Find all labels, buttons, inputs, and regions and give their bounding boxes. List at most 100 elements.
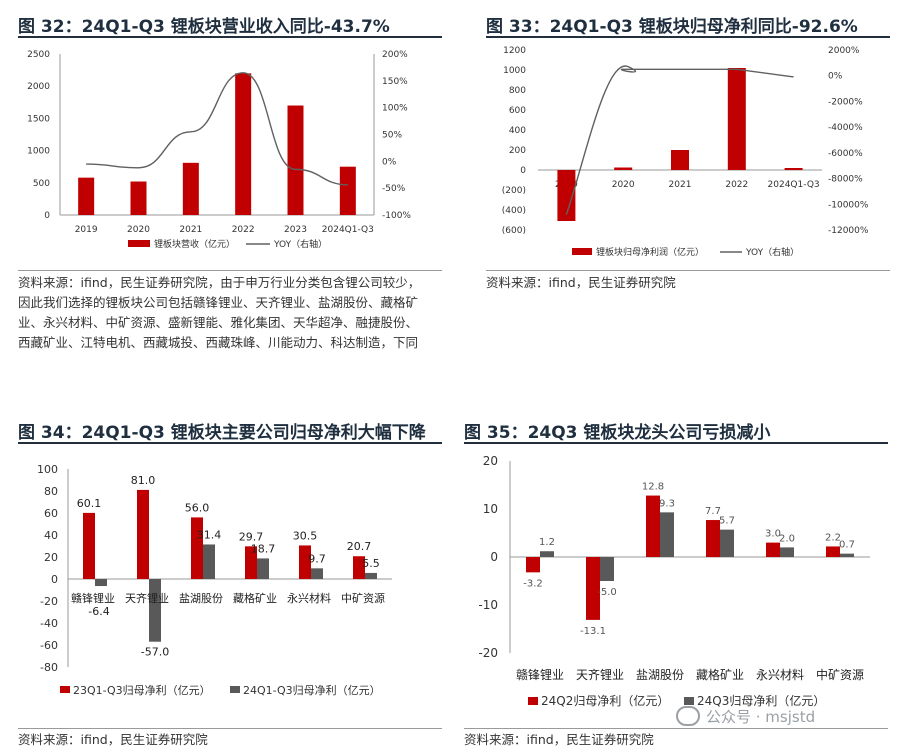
chart32-source: 资料来源：ifind，民生证券研究院，由于申万行业分类包含锂公司较少， 因此我们… [18, 273, 448, 353]
chart35-legend-label: 24Q2归母净利（亿元） [541, 693, 669, 708]
chart34-bar [137, 489, 149, 579]
chart33-yoy-line [565, 65, 794, 215]
chart34-y-tick: 100 [37, 463, 58, 476]
chart32-left-tick: 1000 [27, 147, 50, 157]
chart34-title: 图 34：24Q1-Q3 锂板块主要公司归母净利大幅下降 [18, 423, 426, 443]
chart35-category-label: 藏格矿业 [696, 667, 744, 682]
chart34-data-label: 81.0 [131, 474, 156, 487]
chart34-data-label: 30.5 [293, 529, 318, 542]
watermark: 公众号 · msjstd [676, 706, 815, 727]
chart33-legend-bar-swatch [572, 248, 592, 255]
chart34-legend-swatch-gray [230, 686, 240, 693]
chart32-right-tick: 50% [382, 131, 402, 141]
chart32-revenue-bar [130, 181, 147, 215]
chart35-y-tick: -20 [478, 646, 498, 660]
chart35-y-tick: -10 [478, 598, 498, 612]
chart33-profit-bar [727, 68, 746, 170]
chart35-legend-swatch-gray [684, 697, 694, 705]
chart32-revenue-bar [339, 166, 356, 215]
chart33-title-rule [486, 36, 890, 38]
chart35-legend-label: 24Q3归母净利（亿元） [697, 693, 825, 708]
chart33-right-tick: -10000% [828, 200, 869, 210]
chart32-yoy-line [86, 72, 348, 186]
chart32-right-tick: 200% [382, 50, 408, 60]
chart34-title-rule [18, 442, 442, 444]
chart33-category-label: 2024Q1-Q3 [768, 180, 820, 190]
chart35-data-label: 1.2 [539, 537, 555, 548]
chart32-revenue-bar [182, 162, 199, 215]
chart33-left-tick: (600) [502, 226, 526, 236]
chart34-y-tick: -40 [40, 617, 58, 630]
chart35-y-tick: 20 [483, 454, 498, 468]
chart34-category-label: 盐湖股份 [179, 592, 223, 605]
chart33-left-tick: 200 [509, 146, 526, 156]
chart32-source-line: 资料来源：ifind，民生证券研究院，由于申万行业分类包含锂公司较少， [18, 275, 421, 290]
chart33-profit-bar [614, 167, 633, 170]
chart32-revenue-bar [287, 105, 304, 215]
chart35-bar [826, 546, 840, 557]
chart32-category-label: 2023 [284, 225, 307, 235]
chart35-data-label: 5.7 [719, 516, 735, 527]
chart33-left-tick: (400) [502, 206, 526, 216]
chart34-source-rule [18, 728, 442, 729]
chart34-y-tick: 60 [44, 507, 58, 520]
chart32-legend-line-label: YOY（右轴） [273, 238, 327, 250]
chart35-data-label: -3.2 [523, 578, 543, 589]
chart35-bar [540, 551, 554, 557]
chart35-source: 资料来源：ifind，民生证券研究院 [464, 730, 654, 750]
chart34-bar [245, 546, 257, 579]
chart33-profit-bar [784, 168, 803, 170]
chart33-right-tick: 0% [828, 72, 843, 82]
chart34-y-tick: -60 [40, 639, 58, 652]
chart32-legend-bar-swatch [128, 240, 150, 247]
chart35-title-rule [464, 442, 888, 444]
chart32-right-tick: 150% [382, 77, 408, 87]
chart35-bar [780, 547, 794, 557]
chart32-revenue-bar [78, 177, 95, 215]
chart33-left-tick: 1000 [503, 66, 526, 76]
chart33-legend-line-label: YOY（右轴） [745, 246, 799, 258]
chart34-legend-label: 23Q1-Q3归母净利（亿元） [73, 683, 211, 697]
chart34-bar [191, 517, 203, 579]
chart32-source-line: 因此我们选择的锂板块公司包括赣锋锂业、天齐锂业、盐湖股份、藏格矿 [18, 295, 419, 310]
chart35-category-label: 赣锋锂业 [516, 667, 564, 682]
chart33-legend-bar-label: 锂板块归母净利润（亿元） [596, 246, 704, 258]
chart34-y-tick: -80 [40, 661, 58, 674]
chart34-bar [149, 579, 161, 642]
chart32-left-tick: 1500 [27, 114, 50, 124]
chart32-source-rule [18, 270, 442, 271]
chart35-source-rule [464, 728, 888, 729]
chart34-y-tick: 80 [44, 485, 58, 498]
chart34-y-tick: 0 [51, 573, 58, 586]
chart35-bar [660, 512, 674, 557]
chart35-bar [840, 553, 854, 557]
chart34-category-label: 永兴材料 [287, 591, 331, 605]
chart33-source: 资料来源：ifind，民生证券研究院 [486, 273, 676, 293]
chart35-y-tick: 0 [490, 550, 498, 564]
chart35-y-tick: 10 [483, 502, 498, 516]
chart33-left-tick: 400 [509, 126, 526, 136]
watermark-text: 公众号 · msjstd [706, 708, 816, 726]
chart33-left-tick: 0 [520, 166, 526, 176]
chart35-bar [600, 557, 614, 581]
chart33-right-tick: -12000% [828, 226, 869, 236]
chart34-data-label: 29.7 [239, 530, 264, 543]
chart34-data-label: -6.4 [88, 605, 109, 618]
chart34-bar [203, 544, 215, 579]
chart35-category-label: 永兴材料 [756, 668, 804, 682]
chart34-y-tick: 20 [44, 551, 58, 564]
chart35-data-label: 12.8 [642, 482, 664, 493]
chart33-category-label: 2022 [725, 180, 748, 190]
chart34-bar [365, 572, 377, 579]
chart32-left-tick: 2500 [27, 50, 50, 60]
chart34-data-label: 31.4 [197, 528, 222, 541]
chart33-profit-bar [557, 170, 576, 221]
chart35-category-label: 天齐锂业 [576, 667, 624, 682]
chart35-data-label: 9.3 [659, 498, 675, 509]
chart34-bar [257, 558, 269, 579]
chart34-category-label: 赣锋锂业 [71, 591, 115, 605]
chart35-category-label: 盐湖股份 [636, 667, 684, 682]
chart32-right-tick: -100% [382, 211, 411, 221]
chart34-bar [83, 512, 95, 579]
